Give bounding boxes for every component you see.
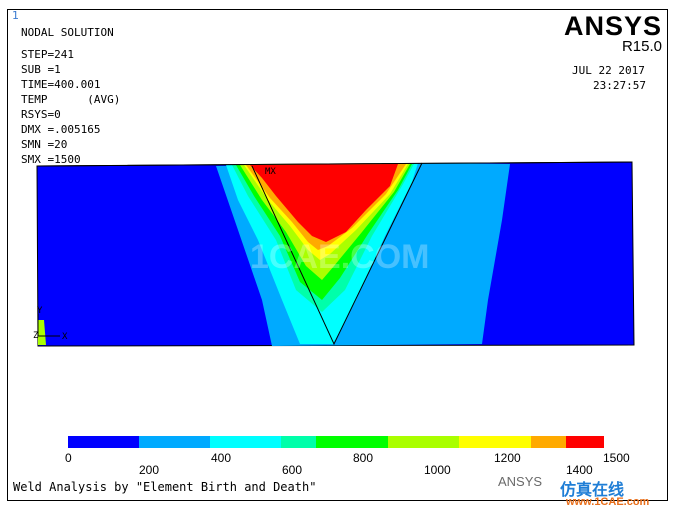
- legend-swatch-7: [459, 436, 531, 448]
- legend-tick: 1400: [566, 463, 593, 477]
- contour-band-max: [250, 164, 398, 242]
- triad-x-label: X: [62, 332, 68, 342]
- ansys-version: R15.0: [621, 38, 662, 55]
- plot-date: JUL 22 2017: [572, 64, 645, 77]
- legend-tick: 0: [65, 451, 72, 465]
- legend-swatch-5: [316, 436, 388, 448]
- weld-groove-outline: [251, 162, 423, 346]
- plate-top-edge: [36, 161, 633, 167]
- info-line: DMX =.005165: [21, 123, 101, 136]
- legend-swatch-4: [281, 436, 316, 448]
- center-watermark: 1CAE.COM: [250, 238, 430, 276]
- legend-tick: 1000: [424, 463, 451, 477]
- max-marker-label: MX: [265, 167, 276, 177]
- contour-legend-bar: [68, 436, 604, 448]
- legend-swatch-6: [388, 436, 459, 448]
- legend-tick: 1500: [603, 451, 630, 465]
- legend-tick: 800: [353, 451, 374, 465]
- legend-swatch-8: [531, 436, 566, 448]
- legend-tick: 600: [282, 463, 303, 477]
- info-line: STEP=241: [21, 48, 74, 61]
- legend-tick: 1200: [494, 451, 521, 465]
- legend-tick: 200: [139, 463, 160, 477]
- legend-swatch-9: [566, 436, 604, 448]
- triad-y-label: Y: [37, 306, 43, 316]
- brand-watermark: ANSYS: [498, 474, 543, 489]
- info-line: RSYS=0: [21, 108, 61, 121]
- legend-swatch-1: [68, 436, 139, 448]
- info-line: TEMP (AVG): [21, 93, 121, 106]
- site-watermark: www.1CAE.com: [566, 496, 650, 508]
- info-line: SMX =1500: [21, 153, 81, 166]
- plot-caption: Weld Analysis by "Element Birth and Deat…: [13, 480, 317, 494]
- legend-tick: 400: [211, 451, 232, 465]
- legend-swatch-3: [210, 436, 281, 448]
- window-number: 1: [12, 9, 19, 22]
- corner-hot-spot: [38, 320, 46, 345]
- info-line: NODAL SOLUTION: [21, 26, 114, 39]
- info-line: TIME=400.001: [21, 78, 101, 91]
- ansys-logo: ANSYS: [563, 11, 662, 41]
- info-line: SMN =20: [21, 138, 68, 151]
- info-line: SUB =1: [21, 63, 61, 76]
- plot-time: 23:27:57: [593, 79, 646, 92]
- site-watermark-cn: 仿真在线: [560, 480, 625, 499]
- triad-z-label: Z: [33, 331, 39, 341]
- legend-swatch-2: [139, 436, 210, 448]
